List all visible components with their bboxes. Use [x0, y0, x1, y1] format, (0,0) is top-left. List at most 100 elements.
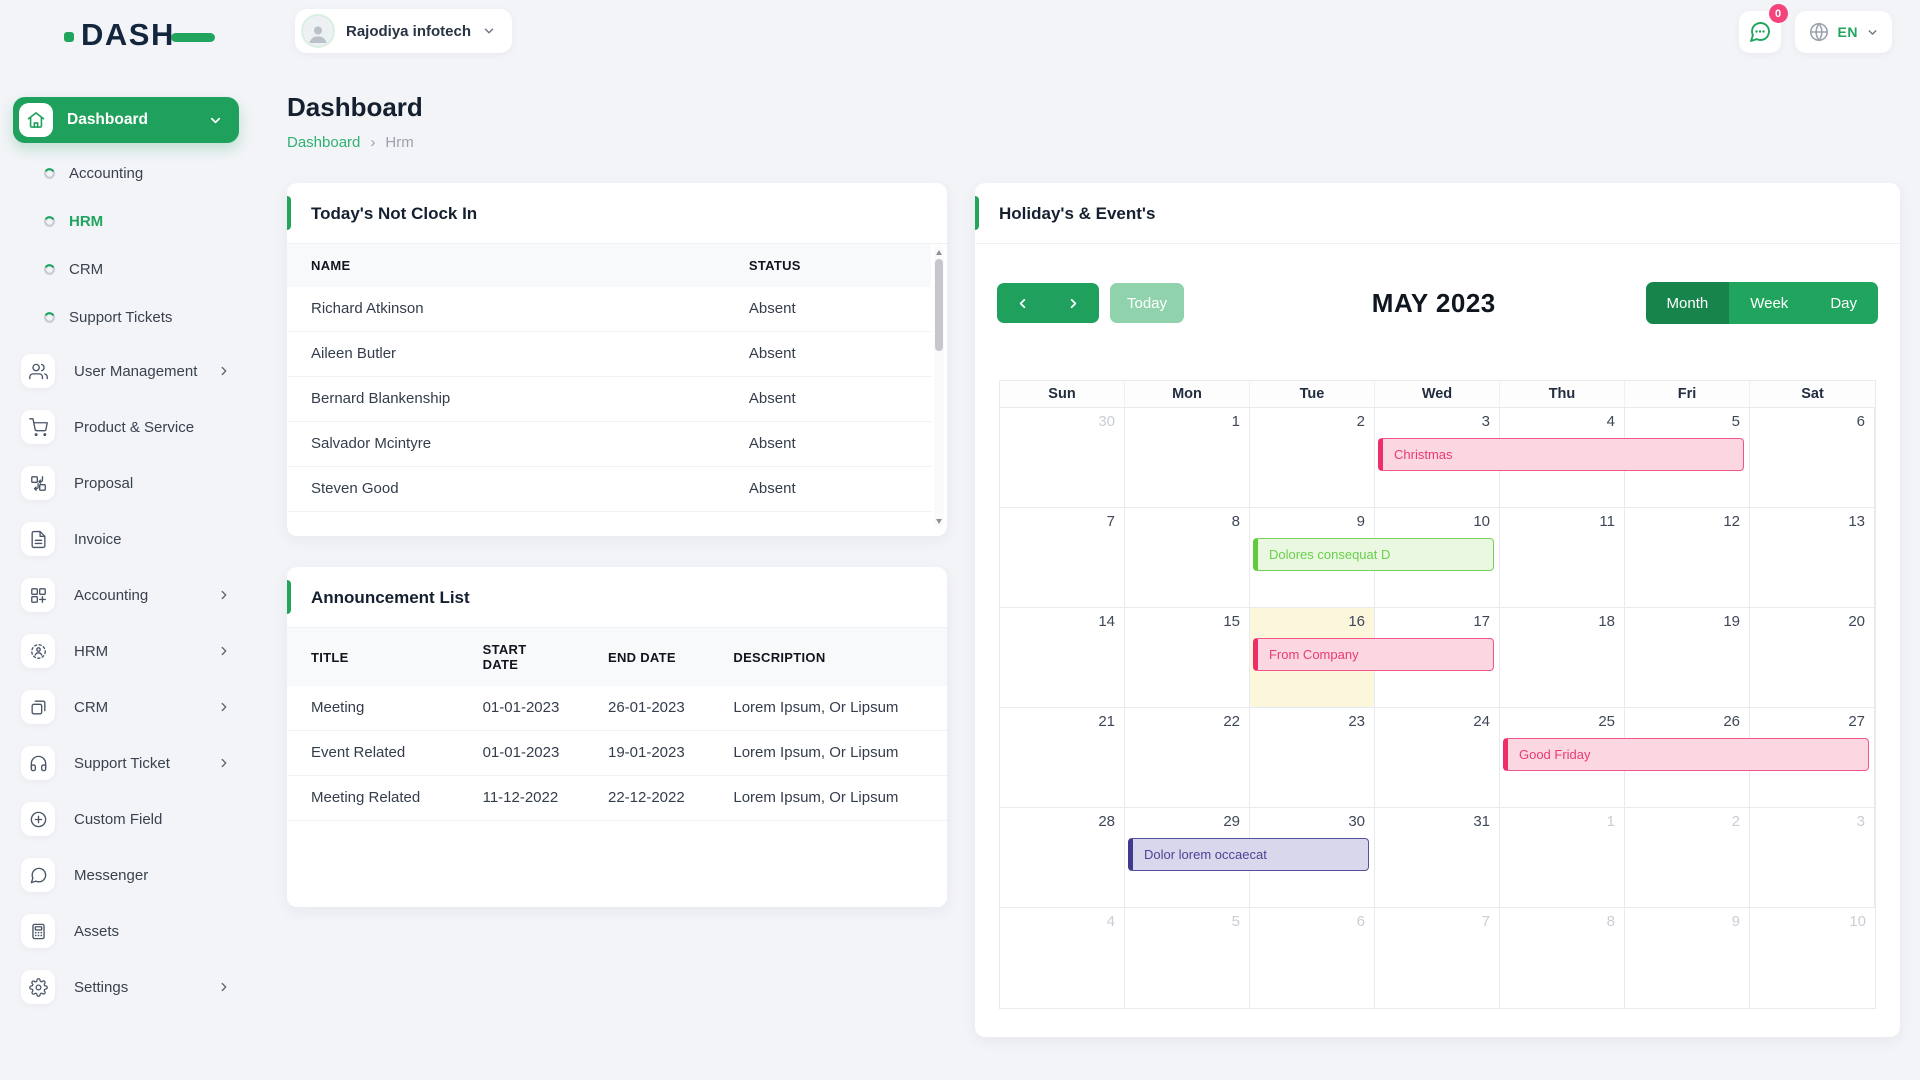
- table-row: Salvador Mcintyre Absent: [287, 421, 931, 467]
- day-number: 16: [1348, 613, 1365, 630]
- calendar-day-cell[interactable]: 21: [1000, 708, 1125, 807]
- sidebar-item-accounting-dashboard[interactable]: Accounting: [13, 149, 239, 197]
- calendar-day-cell[interactable]: 6: [1750, 408, 1875, 507]
- prev-month-button[interactable]: [997, 283, 1048, 323]
- calendar-day-cell[interactable]: 7: [1375, 908, 1500, 1008]
- calendar-day-cell[interactable]: 2: [1625, 808, 1750, 907]
- table-scrollbar[interactable]: [934, 245, 944, 528]
- breadcrumb-dashboard-link[interactable]: Dashboard: [287, 134, 361, 151]
- sidebar-item-hrm-dashboard[interactable]: HRM: [13, 197, 239, 245]
- sidebar-item-assets[interactable]: Assets: [13, 903, 239, 959]
- calendar-grid: Sun Mon Tue Wed Thu Fri Sat 30 1 2 3 4 5…: [999, 380, 1876, 1009]
- weekday-label: Sat: [1801, 386, 1824, 402]
- hrm-person-icon: [30, 643, 46, 659]
- sidebar-item-settings[interactable]: Settings: [13, 959, 239, 1015]
- home-icon-tile: [19, 103, 53, 137]
- calendar-day-cell[interactable]: 15: [1125, 608, 1250, 707]
- employee-name: Richard Atkinson: [287, 287, 725, 332]
- sidebar-item-invoice[interactable]: Invoice: [13, 511, 239, 567]
- scrollbar-thumb[interactable]: [935, 259, 943, 351]
- day-number: 20: [1848, 613, 1865, 630]
- calendar-day-cell[interactable]: 11: [1500, 508, 1625, 607]
- calendar-day-cell[interactable]: 28: [1000, 808, 1125, 907]
- app-logo[interactable]: DASH: [64, 16, 215, 54]
- today-button[interactable]: Today: [1110, 283, 1185, 323]
- calendar-day-cell[interactable]: 6: [1250, 908, 1375, 1008]
- calendar-day-cell[interactable]: 5: [1625, 408, 1750, 507]
- calendar-day-cell[interactable]: 9: [1625, 908, 1750, 1008]
- sidebar-item-accounting[interactable]: Accounting: [13, 567, 239, 623]
- calendar-day-cell[interactable]: 10: [1375, 508, 1500, 607]
- calendar-day-cell[interactable]: 1: [1125, 408, 1250, 507]
- calendar-day-cell[interactable]: 8: [1125, 508, 1250, 607]
- messages-button[interactable]: 0: [1738, 4, 1788, 53]
- sidebar-item-label: Support Ticket: [74, 754, 170, 772]
- calendar-day-cell[interactable]: 30: [1000, 408, 1125, 507]
- scroll-down-icon[interactable]: [934, 515, 944, 527]
- calendar-day-cell[interactable]: 30: [1250, 808, 1375, 907]
- calendar-event[interactable]: Dolor lorem occaecat: [1127, 838, 1369, 871]
- calendar-event[interactable]: Dolores consequat D: [1252, 538, 1494, 571]
- proposal-icon: [30, 475, 46, 491]
- calendar-card: Holiday's & Event's Today MAY 2023 Month…: [975, 183, 1900, 1037]
- calendar-day-cell[interactable]: 18: [1500, 608, 1625, 707]
- calendar-day-cell[interactable]: 13: [1750, 508, 1875, 607]
- sidebar-item-support-ticket[interactable]: Support Ticket: [13, 735, 239, 791]
- calendar-day-cell[interactable]: 1: [1500, 808, 1625, 907]
- calendar-card-header: Holiday's & Event's: [975, 183, 1900, 244]
- sidebar-dashboard-label: Dashboard: [67, 111, 148, 128]
- calendar-day-cell[interactable]: 17: [1375, 608, 1500, 707]
- column-header-title: TITLE: [287, 628, 459, 686]
- sidebar-item-support-tickets-dashboard[interactable]: Support Tickets: [13, 293, 239, 341]
- sidebar-item-hrm[interactable]: HRM: [13, 623, 239, 679]
- next-month-button[interactable]: [1048, 283, 1099, 323]
- calendar-day-cell[interactable]: 23: [1250, 708, 1375, 807]
- sidebar-item-label: HRM: [74, 642, 109, 660]
- calendar-day-cell[interactable]: 7: [1000, 508, 1125, 607]
- calendar-day-cell[interactable]: 22: [1125, 708, 1250, 807]
- calendar-day-cell[interactable]: 2: [1250, 408, 1375, 507]
- sidebar-item-label: Accounting: [74, 586, 149, 604]
- bullet-icon: [44, 311, 55, 323]
- calendar-day-cell[interactable]: 31: [1375, 808, 1500, 907]
- chevron-down-icon: [1868, 29, 1877, 35]
- sidebar-item-proposal[interactable]: Proposal: [13, 455, 239, 511]
- sidebar-item-label: Messenger: [74, 866, 149, 884]
- sidebar-item-crm-dashboard[interactable]: CRM: [13, 245, 239, 293]
- sidebar-item-product-service[interactable]: Product & Service: [13, 399, 239, 455]
- cart-icon: [28, 417, 48, 436]
- calendar-day-cell[interactable]: 3: [1750, 808, 1875, 907]
- sidebar-item-messenger[interactable]: Messenger: [13, 847, 239, 903]
- view-day-button[interactable]: Day: [1809, 282, 1878, 324]
- sidebar-subitem-label: Support Tickets: [69, 308, 173, 326]
- sidebar-item-user-management[interactable]: User Management: [13, 343, 239, 399]
- calendar-day-cell[interactable]: 20: [1750, 608, 1875, 707]
- messages-count-badge: 0: [1768, 4, 1788, 23]
- view-month-button[interactable]: Month: [1645, 282, 1730, 324]
- company-selector[interactable]: Rajodiya infotech: [295, 9, 513, 53]
- calendar-event[interactable]: Good Friday: [1502, 738, 1869, 771]
- announcement-title: Meeting Related: [287, 775, 459, 821]
- calendar-day-cell[interactable]: 5: [1125, 908, 1250, 1008]
- day-number: 2: [1356, 413, 1365, 430]
- scroll-up-icon[interactable]: [934, 246, 944, 258]
- calendar-day-cell[interactable]: 19: [1625, 608, 1750, 707]
- calendar-day-cell[interactable]: 4: [1000, 908, 1125, 1008]
- calendar-event[interactable]: Christmas: [1378, 438, 1744, 471]
- calendar-day-cell[interactable]: 10: [1750, 908, 1875, 1008]
- sidebar-item-crm[interactable]: CRM: [13, 679, 239, 735]
- calendar-event[interactable]: From Company: [1252, 638, 1494, 671]
- day-number: 13: [1848, 513, 1865, 530]
- calendar-day-cell[interactable]: 14: [1000, 608, 1125, 707]
- calendar-day-cell[interactable]: 27: [1750, 708, 1875, 807]
- calendar-day-cell[interactable]: 8: [1500, 908, 1625, 1008]
- headset-icon: [30, 755, 46, 771]
- calendar-day-cell[interactable]: 24: [1375, 708, 1500, 807]
- language-selector[interactable]: EN: [1794, 11, 1892, 53]
- sidebar-item-dashboard[interactable]: Dashboard: [13, 97, 239, 143]
- sidebar-item-custom-field[interactable]: Custom Field: [13, 791, 239, 847]
- column-header-start-date: START DATE: [458, 628, 584, 686]
- calendar-day-cell[interactable]: 12: [1625, 508, 1750, 607]
- employee-status: Absent: [724, 287, 931, 332]
- view-week-button[interactable]: Week: [1729, 282, 1810, 324]
